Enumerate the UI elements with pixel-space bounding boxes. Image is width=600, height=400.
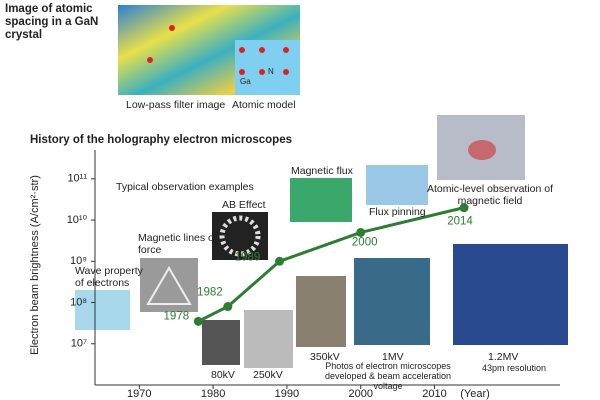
x-tick-label: 1980 (201, 388, 225, 400)
decoration (219, 215, 261, 257)
wave-image (75, 290, 130, 330)
point (223, 302, 233, 312)
flux-pinning-image (366, 165, 428, 205)
y-tick-label: 10⁸ (70, 296, 87, 308)
point-label: 2000 (352, 237, 378, 249)
x-tick-label: 2000 (348, 388, 372, 400)
x-tick-label: 2010 (422, 388, 446, 400)
decoration (468, 140, 496, 160)
annotation: Atomic-level observation of magnetic fie… (426, 183, 554, 207)
magnetic-flux-image (290, 178, 352, 222)
annotation: 350kV (310, 351, 340, 363)
x-tick-label: 1970 (127, 388, 151, 400)
decoration (146, 266, 192, 305)
microscope-photo (453, 244, 568, 345)
annotation: Typical observation examples (116, 181, 254, 193)
annotation: 1MV (382, 351, 404, 363)
y-tick-label: 10¹¹ (67, 173, 87, 185)
atom-label: Ga (240, 77, 251, 86)
point (356, 227, 366, 237)
y-tick-label: 10⁷ (71, 338, 87, 350)
annotation: AB Effect (222, 199, 266, 211)
caption: Atomic model (232, 99, 296, 111)
point-label: 1982 (197, 287, 223, 299)
atom (147, 57, 153, 63)
atom (283, 47, 289, 53)
gan-title: Image of atomic spacing in a GaN crystal (5, 3, 99, 41)
atom (169, 25, 175, 31)
atomic-model (235, 40, 300, 95)
microscope-photo (244, 310, 293, 368)
annotation: Wave property of electrons (75, 265, 143, 289)
atom (259, 47, 265, 53)
y-axis-label: Electron beam brightness (A/cm²·str) (29, 175, 41, 355)
atom (239, 47, 245, 53)
annotation: Flux pinning (369, 206, 426, 218)
point (275, 256, 285, 266)
microscope-photo (296, 276, 346, 347)
annotation: Magnetic flux (291, 165, 353, 177)
caption: Low-pass filter image (126, 99, 226, 111)
annotation: 250kV (253, 369, 283, 381)
atom-label: N (268, 67, 274, 76)
annotation: 43pm resolution (482, 363, 547, 373)
atom (239, 69, 245, 75)
point (459, 203, 469, 213)
y-tick-label: 10⁹ (70, 255, 87, 267)
annotation: 80kV (211, 369, 235, 381)
microscope-photo (202, 320, 240, 365)
annotation: Magnetic lines of force (138, 232, 217, 256)
microscope-photo (354, 258, 430, 345)
point-label: 1978 (164, 310, 190, 322)
atom (259, 69, 265, 75)
annotation: Photos of electron microscopes developed… (324, 361, 452, 391)
y-tick-label: 10¹⁰ (67, 214, 88, 226)
point-label: 2014 (447, 216, 473, 228)
x-axis-label: (Year) (460, 388, 490, 400)
annotation: 1.2MV (488, 351, 519, 363)
section-title: History of the holography electron micro… (30, 134, 292, 146)
x-tick-label: 1990 (275, 388, 299, 400)
point-label: 1989 (235, 251, 261, 263)
atom (283, 69, 289, 75)
point (193, 316, 203, 326)
